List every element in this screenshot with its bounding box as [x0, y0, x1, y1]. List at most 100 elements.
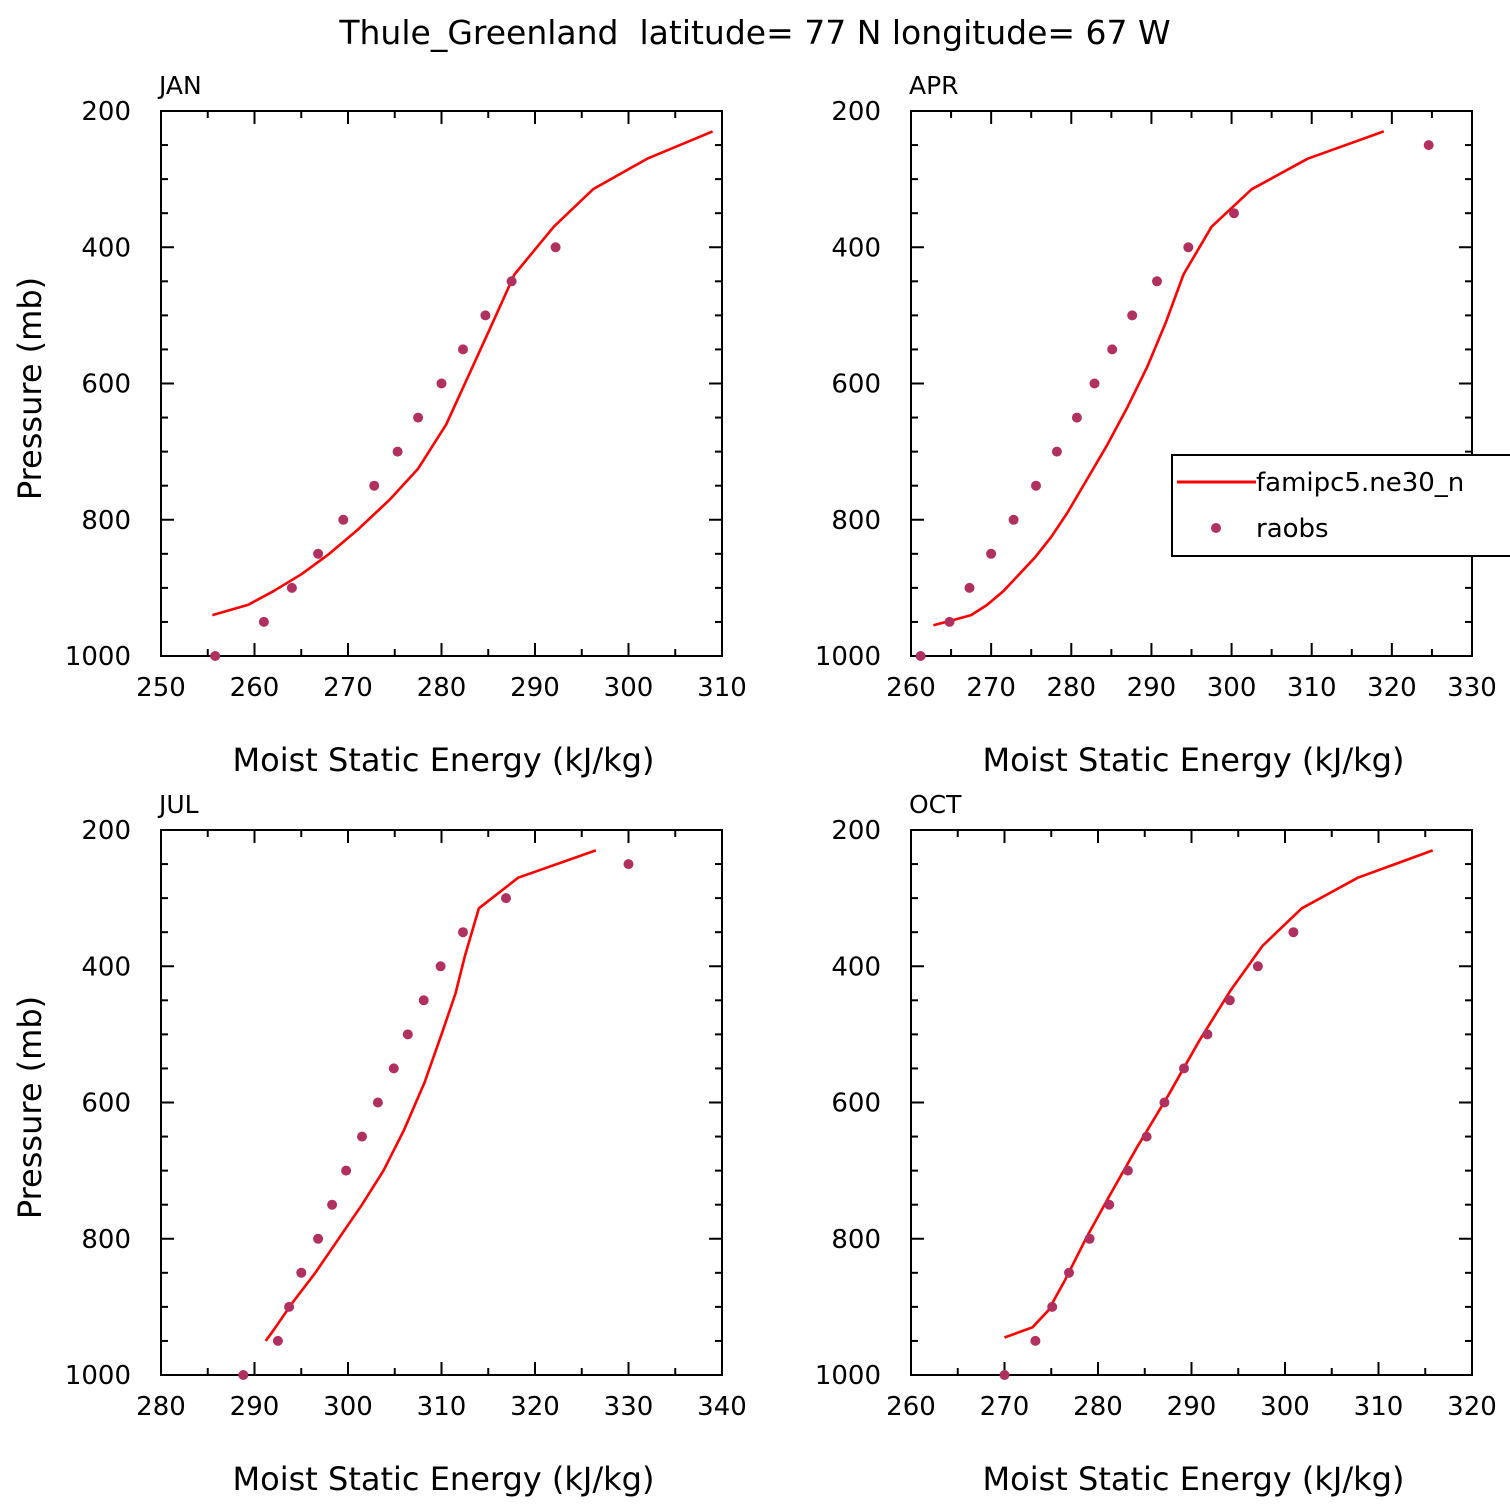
plot-frame [910, 110, 1473, 657]
raobs-point [1179, 1063, 1189, 1074]
y-tick-label: 400 [81, 952, 131, 982]
raobs-point [1051, 446, 1062, 457]
raobs-point [272, 1335, 283, 1346]
raobs-point [506, 276, 517, 287]
y-axis-label: Pressure (mb) [11, 996, 49, 1219]
legend-obs-label: raobs [1256, 514, 1329, 544]
raobs-point [1031, 480, 1041, 491]
x-tick-label: 320 [1447, 1392, 1497, 1422]
legend: famipc5.ne30_n raobs [1171, 454, 1510, 557]
raobs-point [284, 1301, 295, 1312]
model-profile-line [933, 130, 1385, 627]
y-tick-label: 200 [81, 97, 131, 127]
y-tick-label: 400 [831, 233, 881, 263]
y-tick-label: 400 [81, 233, 131, 263]
panel-jul: JUL 280 290 300 310 320 330 340 200 400 600 800 1000… [11, 790, 747, 1498]
x-tick-label: 270 [980, 1392, 1030, 1422]
raobs-point [1064, 1267, 1074, 1278]
y-tick-label: 800 [81, 506, 131, 536]
x-tick-label: 270 [323, 673, 373, 703]
x-tick-label: 290 [510, 673, 560, 703]
x-axis-label: Moist Static Energy (kJ/kg) [233, 1460, 655, 1498]
raobs-point [1288, 927, 1299, 938]
y-tick-label: 600 [81, 370, 131, 400]
raobs-point [402, 1029, 413, 1040]
raobs-point [1224, 995, 1235, 1006]
raobs-point [964, 582, 975, 593]
y-tick-label: 600 [831, 1089, 881, 1119]
raobs-point [357, 1131, 367, 1142]
raobs-point [338, 514, 349, 525]
x-tick-label: 310 [417, 1392, 467, 1422]
x-tick-label: 310 [1354, 1392, 1404, 1422]
panel-title: OCT [909, 790, 962, 819]
x-tick-label: 290 [1127, 673, 1177, 703]
x-tick-label: 260 [886, 673, 936, 703]
x-tick-label: 260 [886, 1392, 936, 1422]
raobs-point [1127, 310, 1138, 321]
y-tick-label: 200 [831, 97, 881, 127]
x-tick-label: 320 [1367, 673, 1417, 703]
raobs-point [1104, 1199, 1115, 1210]
panel-title: APR [909, 71, 959, 100]
x-tick-label: 250 [136, 673, 186, 703]
raobs-point [999, 1370, 1010, 1380]
raobs-point [238, 1370, 249, 1380]
raobs-point [986, 548, 997, 559]
raobs-point [1089, 378, 1100, 389]
raobs-point [388, 1063, 399, 1074]
raobs-point [1152, 276, 1162, 287]
y-tick-label: 400 [831, 952, 881, 982]
y-tick-label: 1000 [65, 642, 131, 672]
x-tick-label: 300 [1260, 1392, 1310, 1422]
x-tick-label: 310 [697, 673, 747, 703]
raobs-point [1423, 140, 1434, 151]
x-tick-label: 280 [417, 673, 467, 703]
legend-box [1171, 454, 1510, 557]
x-tick-label: 290 [1167, 1392, 1217, 1422]
raobs-point [372, 1097, 383, 1108]
x-axis-label: Moist Static Energy (kJ/kg) [983, 741, 1405, 779]
raobs-point [435, 961, 446, 972]
x-tick-label: 290 [230, 1392, 280, 1422]
panel-title: JAN [157, 71, 202, 100]
raobs-point [392, 446, 403, 457]
plot-frame [910, 829, 1473, 1376]
raobs-point [1084, 1233, 1095, 1244]
raobs-point [313, 1233, 324, 1244]
raobs-point [436, 378, 447, 389]
model-profile-line [212, 130, 714, 617]
raobs-point [550, 242, 561, 253]
x-tick-label: 320 [510, 1392, 560, 1422]
y-axis-label: Pressure (mb) [11, 277, 49, 500]
raobs-point [944, 616, 955, 627]
x-axis-label: Moist Static Energy (kJ/kg) [983, 1460, 1405, 1498]
x-tick-label: 280 [1073, 1392, 1123, 1422]
x-tick-label: 260 [230, 673, 280, 703]
raobs-point [1047, 1301, 1058, 1312]
panel-oct: OCT 260 270 280 290 300 310 320 200 400 600 800 1000… [815, 790, 1497, 1498]
raobs-point [501, 893, 511, 904]
y-tick-label: 800 [831, 1225, 881, 1255]
y-tick-label: 200 [81, 816, 131, 846]
raobs-point [413, 412, 424, 423]
y-tick-label: 800 [831, 506, 881, 536]
y-tick-label: 1000 [815, 642, 881, 672]
raobs-point [1008, 514, 1019, 525]
raobs-point [1122, 1165, 1133, 1176]
y-tick-label: 600 [81, 1089, 131, 1119]
x-tick-label: 300 [1207, 673, 1257, 703]
x-tick-label: 280 [1046, 673, 1096, 703]
raobs-point [313, 548, 324, 559]
raobs-point [296, 1267, 307, 1278]
raobs-point [286, 582, 297, 593]
raobs-point [480, 310, 491, 321]
raobs-point [1202, 1029, 1213, 1040]
y-tick-label: 1000 [815, 1361, 881, 1391]
x-axis-label: Moist Static Energy (kJ/kg) [233, 741, 655, 779]
y-tick-label: 600 [831, 370, 881, 400]
y-tick-label: 1000 [65, 1361, 131, 1391]
raobs-point [458, 927, 468, 938]
raobs-point [1252, 961, 1263, 972]
